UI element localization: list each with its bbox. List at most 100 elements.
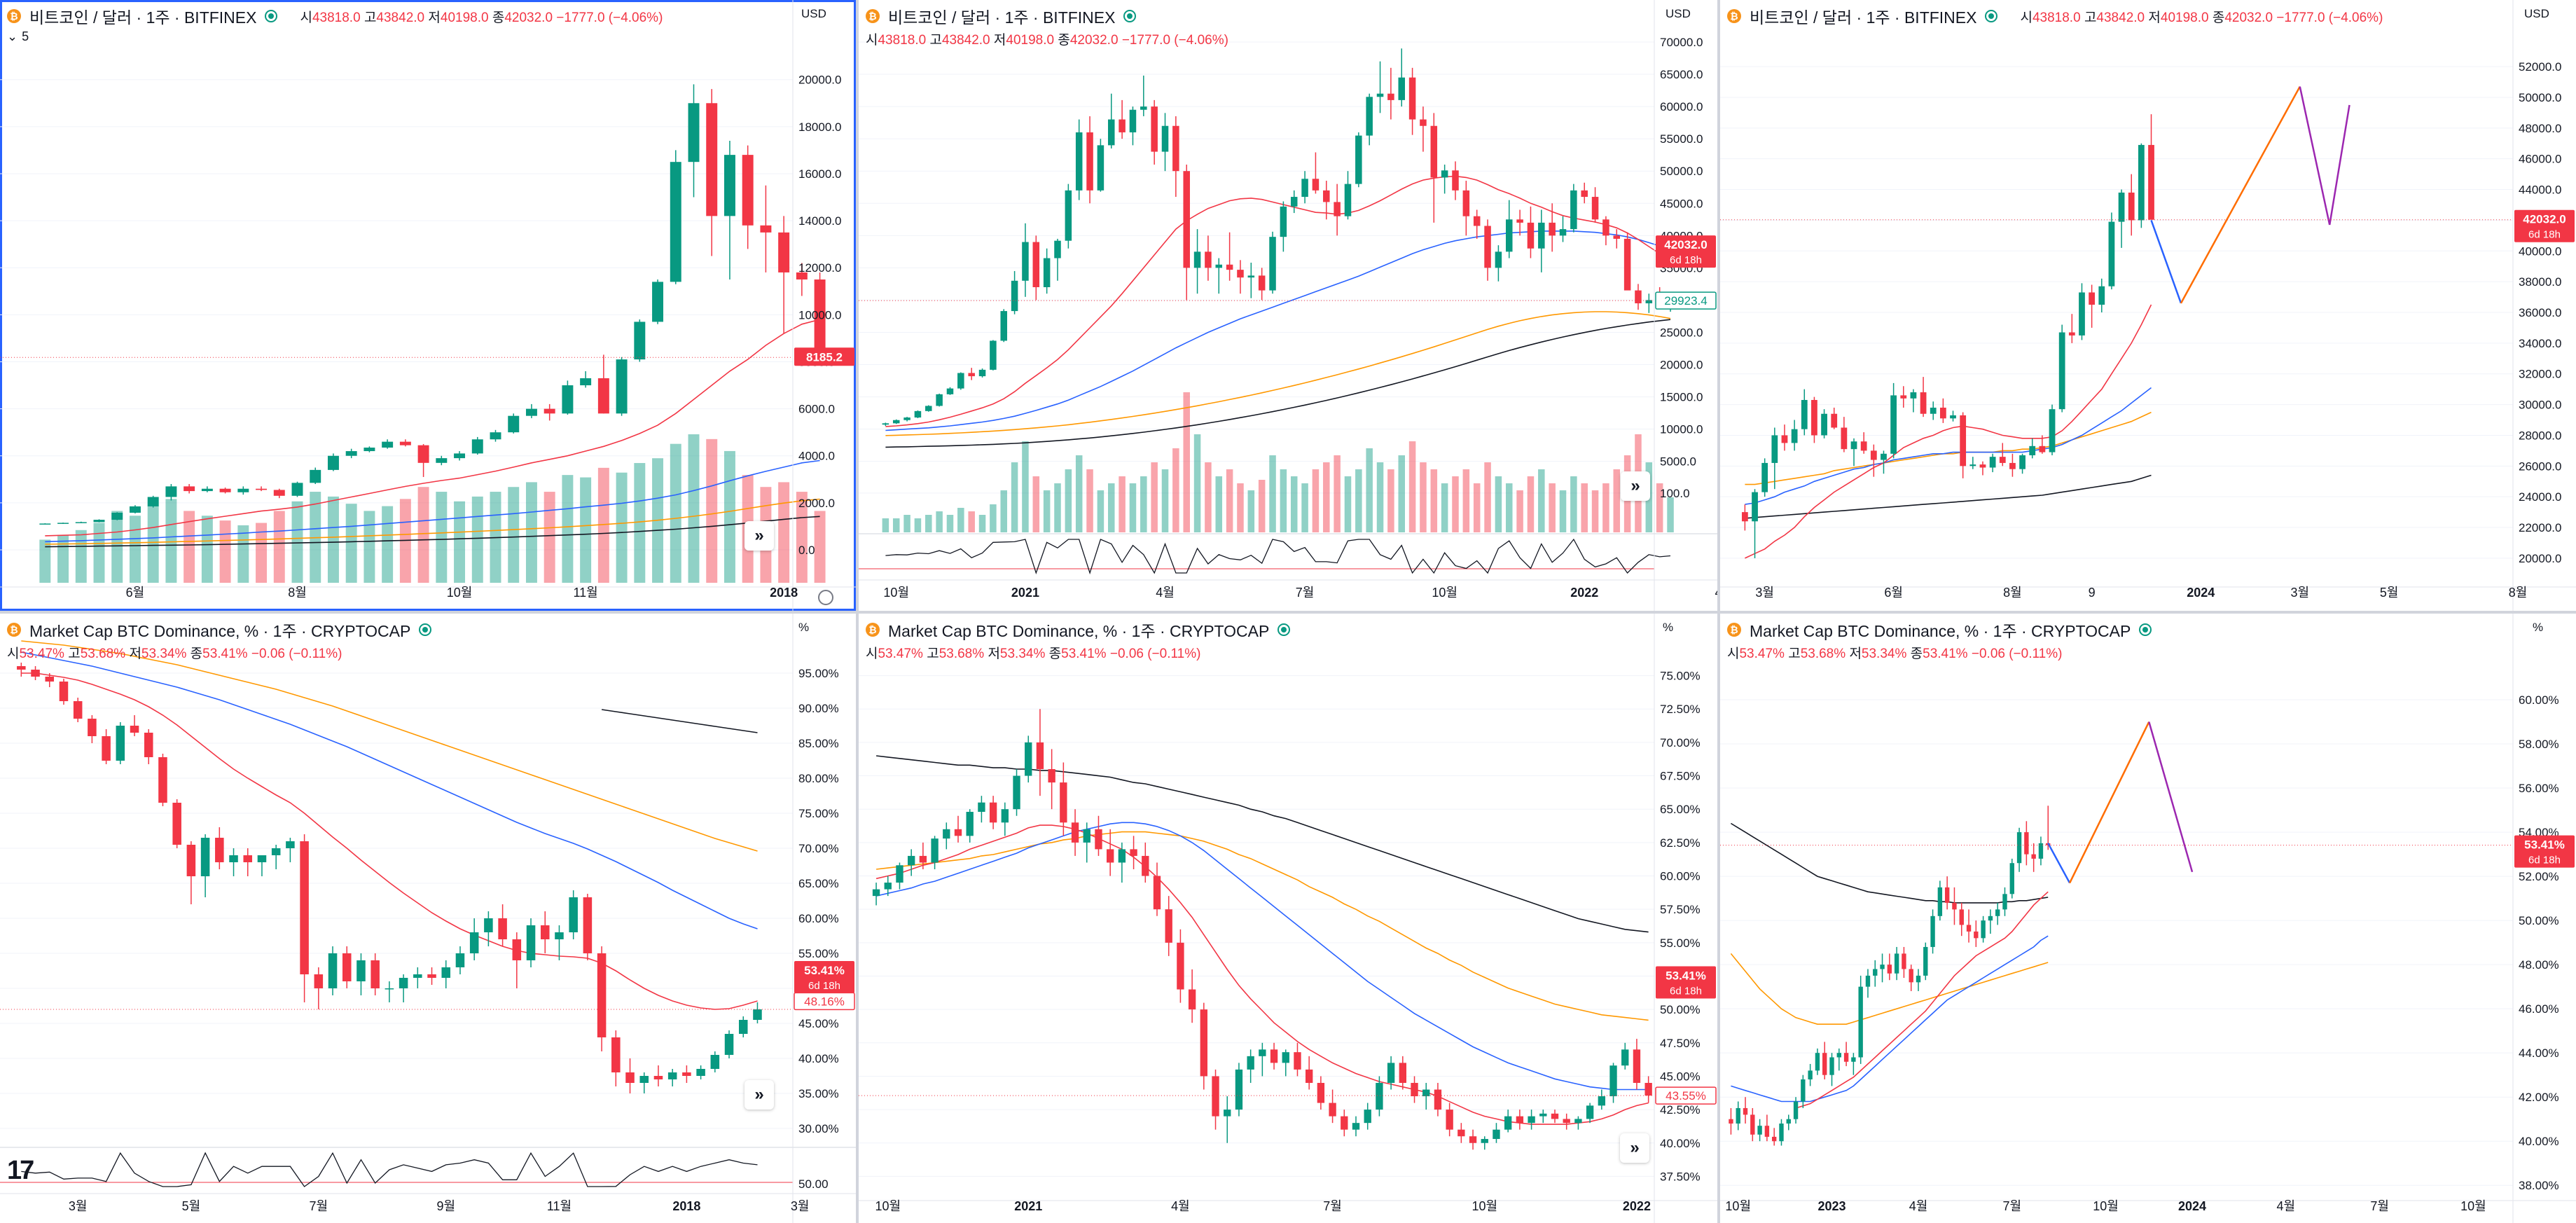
candle-body bbox=[471, 439, 483, 454]
candle-body bbox=[710, 1055, 720, 1069]
candle bbox=[2098, 278, 2105, 312]
chart-pane-btc-2024[interactable]: ₿ 비트코인 / 달러 · 1주 · BITFINEX 시43818.0 고43… bbox=[1720, 0, 2576, 611]
candle-body bbox=[165, 486, 177, 497]
candle-body bbox=[1645, 300, 1653, 304]
ma50-line bbox=[1731, 935, 2049, 1103]
volume-bar bbox=[1376, 462, 1384, 532]
candle bbox=[1591, 187, 1599, 223]
candle-body bbox=[1909, 969, 1913, 983]
chart-pane-btc-2021[interactable]: ₿ 비트코인 / 달러 · 1주 · BITFINEX 시43818.0 고43… bbox=[859, 0, 1717, 611]
chart-pane-dominance-2017[interactable]: ₿ Market Cap BTC Dominance, % · 1주 · CRY… bbox=[0, 614, 856, 1223]
candle bbox=[1841, 417, 1848, 452]
currency-selector[interactable]: USD bbox=[2524, 7, 2549, 20]
candle bbox=[1870, 444, 1877, 477]
volume-bar bbox=[925, 515, 932, 532]
chart-canvas[interactable]: 20000.0 22000.0 24000.0 26000.0 28000.0 30000… bbox=[1720, 0, 2576, 611]
candle-body bbox=[526, 925, 536, 960]
unit-selector[interactable]: % bbox=[1663, 621, 1674, 634]
candle-body bbox=[1736, 1107, 1740, 1124]
chart-canvas[interactable]: 38.00% 40.00% 42.00% 44.00% 46.00% 48.00% 50.0… bbox=[1720, 614, 2576, 1223]
price-tick-label: 38000.0 bbox=[2519, 275, 2561, 289]
candle-body bbox=[237, 488, 249, 492]
symbol-title[interactable]: 비트코인 / 달러 · 1주 · BITFINEX bbox=[888, 8, 1116, 27]
price-tick-label: 60.00% bbox=[798, 912, 839, 925]
price-tick-label: 48000.0 bbox=[2519, 122, 2561, 135]
candle-body bbox=[760, 225, 772, 233]
candle bbox=[229, 848, 238, 876]
candle bbox=[1836, 1048, 1841, 1071]
candle bbox=[1495, 245, 1502, 282]
candle bbox=[165, 484, 177, 501]
price-tick-label: 38.00% bbox=[2519, 1179, 2559, 1192]
candle bbox=[144, 729, 153, 764]
scroll-to-realtime-button[interactable]: » bbox=[1621, 471, 1650, 501]
candle-body bbox=[1870, 450, 1877, 460]
volume-bar bbox=[1613, 469, 1621, 532]
symbol-title[interactable]: Market Cap BTC Dominance, % · 1주 · CRYPT… bbox=[888, 622, 1270, 640]
candle bbox=[555, 925, 564, 960]
candle bbox=[2038, 836, 2044, 866]
candle bbox=[75, 521, 87, 523]
candle-body bbox=[455, 953, 465, 967]
candle bbox=[147, 495, 159, 508]
candle-body bbox=[1355, 135, 1362, 184]
price-tick-label: 34000.0 bbox=[2519, 337, 2561, 350]
candle bbox=[1781, 424, 1788, 451]
ma20-line bbox=[885, 175, 1671, 427]
scroll-to-realtime-button[interactable]: » bbox=[745, 1080, 774, 1110]
candle bbox=[436, 455, 448, 466]
ohlc-values: 시53.47% 고53.68% 저53.34% 종53.41% −0.06 (−… bbox=[1727, 647, 2063, 661]
price-tick-label: 100.0 bbox=[1660, 487, 1690, 500]
candle-body bbox=[2019, 455, 2026, 469]
currency-selector[interactable]: USD bbox=[1666, 7, 1691, 20]
chart-canvas[interactable]: 0.02000.04000.06000.08000.010000.012000.… bbox=[0, 0, 856, 611]
currency-selector[interactable]: USD bbox=[801, 7, 826, 20]
scroll-to-realtime-button[interactable]: » bbox=[745, 521, 774, 551]
symbol-title[interactable]: Market Cap BTC Dominance, % · 1주 · CRYPT… bbox=[29, 622, 411, 640]
symbol-title[interactable]: 비트코인 / 달러 · 1주 · BITFINEX bbox=[1750, 8, 1977, 27]
candle bbox=[1484, 219, 1491, 281]
candle bbox=[884, 876, 892, 897]
candle bbox=[1916, 969, 1921, 991]
candle-body bbox=[1881, 453, 1887, 460]
tradingview-logo-icon[interactable]: 17 bbox=[7, 1156, 34, 1185]
bar-countdown: 6d 18h bbox=[2528, 855, 2561, 866]
candle-body bbox=[706, 103, 718, 216]
chart-pane-btc-2017[interactable]: ₿ 비트코인 / 달러 · 1주 · BITFINEX 시43818.0 고43… bbox=[0, 0, 856, 611]
price-tick-label: 70000.0 bbox=[1660, 36, 1703, 49]
chart-canvas[interactable]: 50.0030.00%35.00%40.00%45.00%50.00%55.00… bbox=[0, 614, 856, 1223]
scroll-to-realtime-button[interactable]: » bbox=[1620, 1133, 1649, 1163]
chart-canvas[interactable]: 37.50%40.00%42.50%45.00%47.50%50.00%52.5… bbox=[859, 614, 1717, 1223]
candle bbox=[1083, 822, 1090, 863]
symbol-title[interactable]: 비트코인 / 달러 · 1주 · BITFINEX bbox=[29, 8, 257, 27]
chart-pane-dominance-2024[interactable]: ₿ Market Cap BTC Dominance, % · 1주 · CRY… bbox=[1720, 614, 2576, 1223]
candle-body bbox=[201, 488, 213, 492]
candle-body bbox=[1043, 258, 1051, 287]
candle-body bbox=[1376, 1082, 1383, 1110]
candle bbox=[1193, 229, 1201, 294]
candle bbox=[1312, 152, 1320, 194]
candle bbox=[1930, 401, 1937, 420]
candle bbox=[2058, 324, 2065, 413]
candle-body bbox=[1974, 931, 1979, 939]
candle bbox=[1528, 1110, 1535, 1130]
candle-body bbox=[1952, 902, 1957, 910]
candle-body bbox=[2009, 863, 2014, 894]
chart-canvas[interactable]: 100.05000.010000.015000.020000.025000.03… bbox=[859, 0, 1717, 611]
candle-body bbox=[1341, 1116, 1348, 1130]
unit-selector[interactable]: % bbox=[2533, 621, 2544, 634]
price-tick-label: 52.00% bbox=[2519, 870, 2559, 883]
candle-body bbox=[1764, 1126, 1770, 1137]
candle bbox=[1473, 209, 1481, 239]
symbol-title[interactable]: Market Cap BTC Dominance, % · 1주 · CRYPT… bbox=[1750, 622, 2131, 640]
candle-body bbox=[753, 1009, 762, 1020]
gear-icon[interactable] bbox=[818, 590, 833, 605]
candle-body bbox=[2058, 332, 2065, 410]
candle-body bbox=[1779, 1124, 1784, 1142]
candle bbox=[1290, 190, 1298, 214]
indicator-count-toggle[interactable]: ⌄ 5 bbox=[7, 29, 29, 43]
chart-pane-dominance-2021[interactable]: ₿ Market Cap BTC Dominance, % · 1주 · CRY… bbox=[859, 614, 1717, 1223]
unit-selector[interactable]: % bbox=[798, 621, 810, 634]
candle-body bbox=[1025, 742, 1032, 776]
candle-body bbox=[1858, 986, 1863, 1058]
